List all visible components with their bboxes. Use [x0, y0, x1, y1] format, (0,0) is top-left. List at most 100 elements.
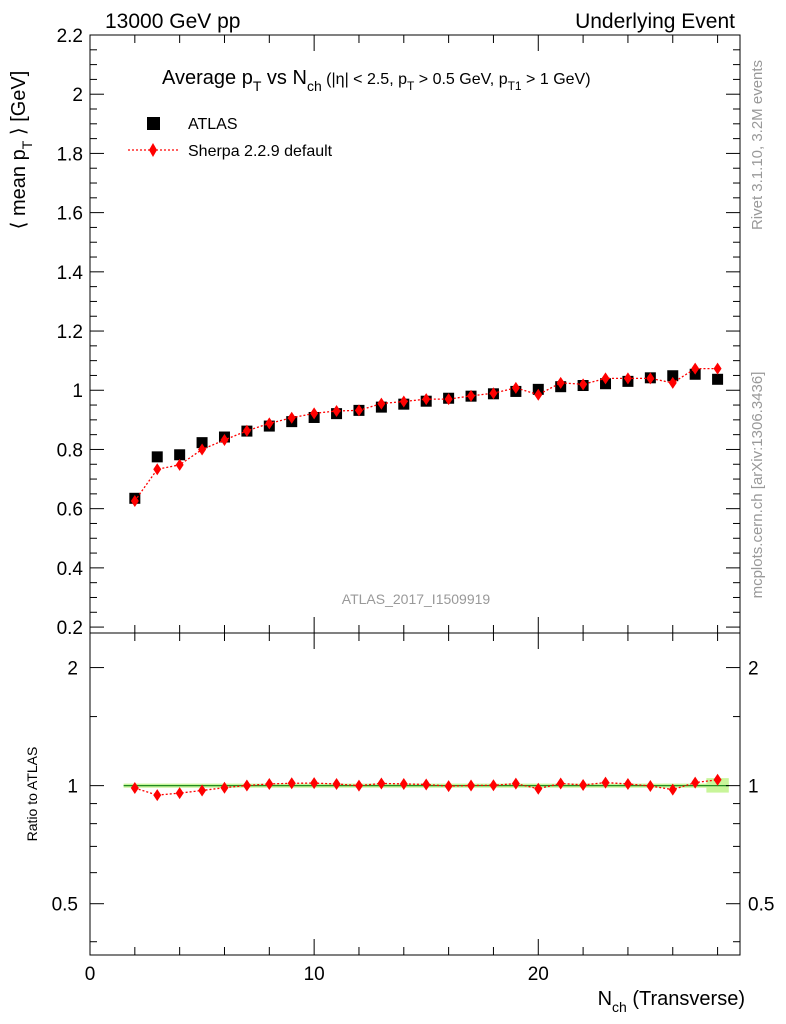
sherpa-ratio-point [579, 778, 588, 791]
main-y-tick-label: 2.2 [57, 26, 83, 47]
sherpa-ratio-point [444, 780, 453, 793]
sherpa-data-point [242, 424, 251, 437]
ratio-y-axis: 0.5 0.5 1 1 2 2 [52, 659, 774, 943]
sherpa-ratio-point [713, 773, 722, 786]
main-y-tick-label: 1.6 [57, 204, 83, 225]
sherpa-ratio-point [601, 776, 610, 789]
main-y-tick-label: 0.2 [57, 618, 83, 639]
ratio-y-axis-label: Ratio to ATLAS [24, 747, 40, 842]
ylabel-sub: T [19, 140, 35, 149]
sherpa-data-point [444, 393, 453, 406]
title-cut-pt: > 0.5 GeV, p [414, 71, 507, 88]
ratio-y-tick-label-left: 0.5 [52, 895, 78, 916]
ratio-y-tick-label-left: 1 [67, 777, 78, 798]
sherpa-data-point [691, 362, 700, 375]
analysis-watermark: ATLAS_2017_I1509919 [342, 591, 491, 607]
sherpa-data-point [332, 404, 341, 417]
main-y-tick-label: 0.6 [57, 500, 83, 521]
main-y-axis-label: ⟨ mean pT ⟩ [GeV] [8, 71, 35, 230]
sherpa-data-point [310, 407, 319, 420]
sherpa-data-point [265, 417, 274, 430]
legend-sherpa-marker [149, 143, 157, 157]
xlabel-sub: ch [612, 999, 627, 1015]
ratio-plot-panel: 0.5 0.5 1 1 2 2 0 10 20 Ratio to ATLAS Nch (Tra… [24, 632, 774, 1015]
sherpa-data-point [579, 378, 588, 391]
ratio-y-tick-label-right: 1 [748, 777, 759, 798]
mcplots-reference-label: mcplots.cern.ch [arXiv:1306.3436] [749, 372, 766, 599]
title-vs: vs N [261, 67, 307, 89]
sherpa-data-point [467, 389, 476, 402]
sherpa-data-point [623, 372, 632, 385]
ratio-y-tick-label-right: 2 [748, 659, 759, 680]
sherpa-data-point [220, 433, 229, 446]
title-main: Average p [162, 67, 253, 89]
sherpa-data-point [377, 397, 386, 410]
ylabel-b: ⟩ [GeV] [8, 71, 30, 141]
sherpa-ratio-point [623, 777, 632, 790]
xlabel-a: N [598, 988, 612, 1010]
legend-atlas-label: ATLAS [188, 116, 238, 133]
title-cut-sub-pt1: T1 [508, 79, 522, 93]
title-sub-pt: T [253, 78, 262, 94]
main-plot-panel: 0.2 0.4 0.6 0.8 1 1.2 1.4 1.6 1.8 2 2.2 ATLAS_2017… [8, 26, 741, 639]
ratio-y-tick-label-left: 2 [67, 659, 78, 680]
sherpa-ratio-point [265, 777, 274, 790]
sherpa-data-point [646, 372, 655, 385]
main-y-tick-label: 0.8 [57, 440, 83, 461]
main-y-tick-label: 0.4 [57, 559, 84, 580]
sherpa-ratio-point [153, 789, 162, 802]
sherpa-ratio-point [691, 776, 700, 789]
atlas-data-point [196, 437, 208, 449]
legend-sherpa-label: Sherpa 2.2.9 default [188, 143, 333, 160]
sherpa-data-point [534, 388, 543, 401]
sherpa-ratio-point [354, 779, 363, 792]
sherpa-ratio-point [332, 777, 341, 790]
sherpa-ratio-point [467, 779, 476, 792]
sherpa-data-point [354, 404, 363, 417]
main-y-tick-label: 2 [72, 85, 83, 106]
main-y-tick-label: 1.4 [57, 263, 84, 284]
main-series-layer [129, 362, 724, 507]
sherpa-ratio-point [310, 777, 319, 790]
x-axis-label: Nch (Transverse) [598, 988, 745, 1015]
sherpa-data-point [422, 393, 431, 406]
title-sub-ch: ch [307, 78, 322, 94]
sherpa-data-point [556, 376, 565, 389]
x-tick-label: 0 [85, 964, 96, 985]
sherpa-ratio-point [198, 784, 207, 797]
sherpa-ratio-point [511, 777, 520, 790]
ratio-plot-frame [89, 632, 741, 956]
title-cut-eta: (|η| < 2.5, p [322, 71, 407, 88]
sherpa-ratio-point [534, 782, 543, 795]
sherpa-ratio-point [377, 777, 386, 790]
ratio-x-axis: 0 10 20 [85, 633, 719, 985]
sherpa-ratio-point [130, 782, 139, 795]
sherpa-ratio-point [242, 779, 251, 792]
main-y-axis: 0.2 0.4 0.6 0.8 1 1.2 1.4 1.6 1.8 2 2.2 [57, 26, 740, 639]
sherpa-ratio-point [556, 777, 565, 790]
ratio-y-tick-label-right: 0.5 [748, 895, 774, 916]
sherpa-data-point [668, 376, 677, 389]
header-analysis-label: Underlying Event [575, 10, 735, 33]
title-cut-pt1: > 1 GeV) [522, 71, 591, 88]
main-y-tick-label: 1.8 [57, 144, 83, 165]
title-cut-sub-pt: T [407, 79, 415, 93]
rivet-version-label: Rivet 3.1.10, 3.2M events [749, 60, 766, 230]
header-energy-label: 13000 GeV pp [105, 10, 240, 33]
x-tick-label: 10 [304, 964, 325, 985]
atlas-data-point [151, 451, 163, 463]
x-tick-label: 20 [528, 964, 549, 985]
legend-atlas-marker [147, 117, 160, 130]
main-y-tick-label: 1 [72, 381, 83, 402]
main-plot-title: Average pT vs Nch (|η| < 2.5, pT > 0.5 G… [162, 67, 591, 94]
atlas-data-point [667, 370, 679, 382]
legend: ATLAS Sherpa 2.2.9 default [128, 116, 333, 160]
sherpa-data-point [153, 463, 162, 476]
sherpa-data-point [601, 372, 610, 385]
xlabel-b: (Transverse) [627, 988, 745, 1010]
ylabel-a: ⟨ mean p [8, 149, 30, 229]
sherpa-data-point [489, 387, 498, 400]
sherpa-ratio-point [646, 779, 655, 792]
sherpa-ratio-point [287, 777, 296, 790]
